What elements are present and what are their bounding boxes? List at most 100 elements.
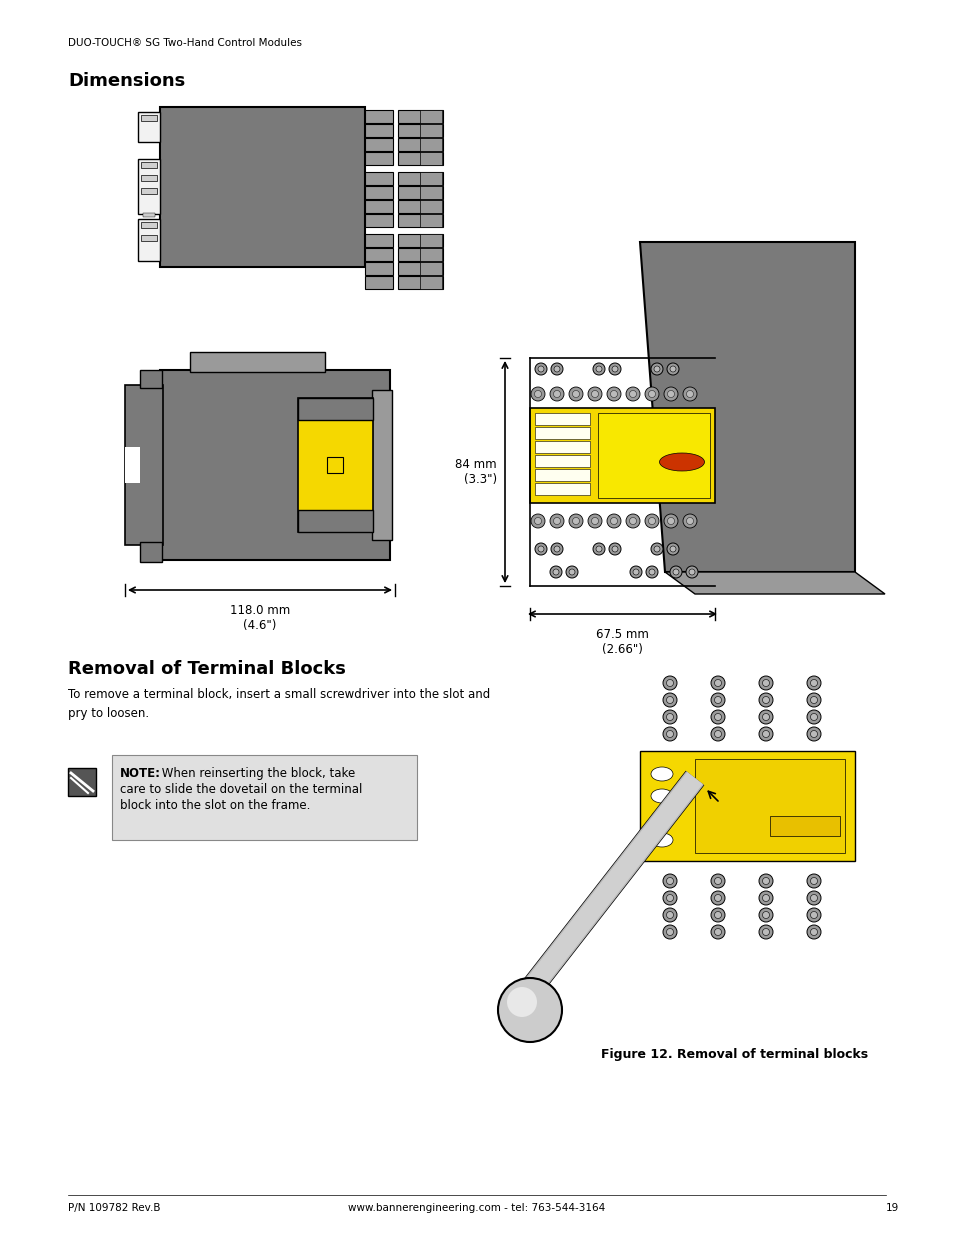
Circle shape [662, 908, 677, 923]
Circle shape [666, 894, 673, 902]
Bar [143, 212, 154, 217]
Bar [125, 385, 163, 545]
Circle shape [550, 387, 563, 401]
Circle shape [714, 730, 720, 737]
Circle shape [666, 730, 673, 737]
Polygon shape [639, 242, 854, 572]
Circle shape [553, 390, 560, 398]
Circle shape [537, 366, 543, 372]
Circle shape [531, 387, 544, 401]
Text: 19: 19 [885, 1203, 899, 1213]
Circle shape [761, 929, 769, 935]
Circle shape [608, 363, 620, 375]
Circle shape [710, 710, 724, 724]
Circle shape [625, 387, 639, 401]
Bar [419, 124, 441, 137]
Bar [397, 233, 442, 247]
Circle shape [666, 363, 679, 375]
Bar [397, 248, 442, 261]
Circle shape [806, 727, 821, 741]
Circle shape [669, 366, 676, 372]
Circle shape [810, 730, 817, 737]
Circle shape [806, 908, 821, 923]
Circle shape [759, 890, 772, 905]
Text: 67.5 mm
(2.66"): 67.5 mm (2.66") [596, 629, 648, 656]
Circle shape [663, 514, 678, 529]
Bar [419, 138, 441, 151]
Circle shape [710, 908, 724, 923]
Circle shape [667, 390, 674, 398]
Bar [419, 110, 441, 124]
Bar [125, 447, 140, 483]
Circle shape [685, 566, 698, 578]
Circle shape [535, 543, 546, 555]
Bar [141, 115, 157, 121]
Bar [365, 275, 393, 289]
Text: Removal of Terminal Blocks: Removal of Terminal Blocks [68, 659, 346, 678]
Circle shape [534, 390, 541, 398]
Circle shape [667, 517, 674, 525]
Circle shape [593, 363, 604, 375]
Circle shape [568, 514, 582, 529]
Circle shape [759, 874, 772, 888]
Bar [419, 186, 441, 199]
Circle shape [810, 929, 817, 935]
Bar [397, 138, 442, 151]
Bar [397, 124, 442, 137]
Circle shape [645, 566, 658, 578]
Circle shape [761, 697, 769, 704]
Bar [419, 233, 441, 247]
Circle shape [572, 517, 578, 525]
Circle shape [650, 363, 662, 375]
Ellipse shape [650, 789, 672, 803]
Circle shape [551, 363, 562, 375]
Circle shape [710, 693, 724, 706]
Circle shape [710, 890, 724, 905]
Polygon shape [664, 572, 884, 594]
Circle shape [534, 517, 541, 525]
Circle shape [669, 546, 676, 552]
Circle shape [531, 514, 544, 529]
Circle shape [810, 679, 817, 687]
Circle shape [666, 679, 673, 687]
Bar [141, 222, 157, 228]
Circle shape [806, 890, 821, 905]
Bar [419, 172, 441, 185]
Circle shape [759, 710, 772, 724]
Circle shape [666, 697, 673, 704]
Circle shape [593, 543, 604, 555]
Bar [365, 138, 393, 151]
Ellipse shape [650, 767, 672, 781]
Bar [535, 483, 589, 495]
Circle shape [714, 894, 720, 902]
Circle shape [710, 925, 724, 939]
Circle shape [644, 387, 659, 401]
Bar [141, 175, 157, 182]
Text: To remove a terminal block, insert a small screwdriver into the slot and
pry to : To remove a terminal block, insert a sma… [68, 688, 490, 720]
Bar [397, 110, 442, 124]
Circle shape [606, 387, 620, 401]
Circle shape [759, 676, 772, 690]
Bar [639, 751, 854, 861]
Circle shape [761, 679, 769, 687]
Bar [419, 214, 441, 227]
Circle shape [806, 710, 821, 724]
Bar [141, 235, 157, 241]
Bar [365, 248, 393, 261]
Circle shape [551, 543, 562, 555]
Circle shape [810, 714, 817, 720]
Bar [365, 200, 393, 212]
Text: Dimensions: Dimensions [68, 72, 185, 90]
Circle shape [662, 874, 677, 888]
Circle shape [568, 387, 582, 401]
Bar [160, 107, 365, 267]
Bar [365, 124, 393, 137]
Ellipse shape [659, 453, 703, 471]
Circle shape [682, 387, 697, 401]
Circle shape [662, 710, 677, 724]
Text: care to slide the dovetail on the terminal: care to slide the dovetail on the termin… [120, 783, 362, 797]
Bar [397, 186, 442, 199]
Circle shape [714, 911, 720, 919]
Circle shape [714, 929, 720, 935]
Circle shape [644, 514, 659, 529]
